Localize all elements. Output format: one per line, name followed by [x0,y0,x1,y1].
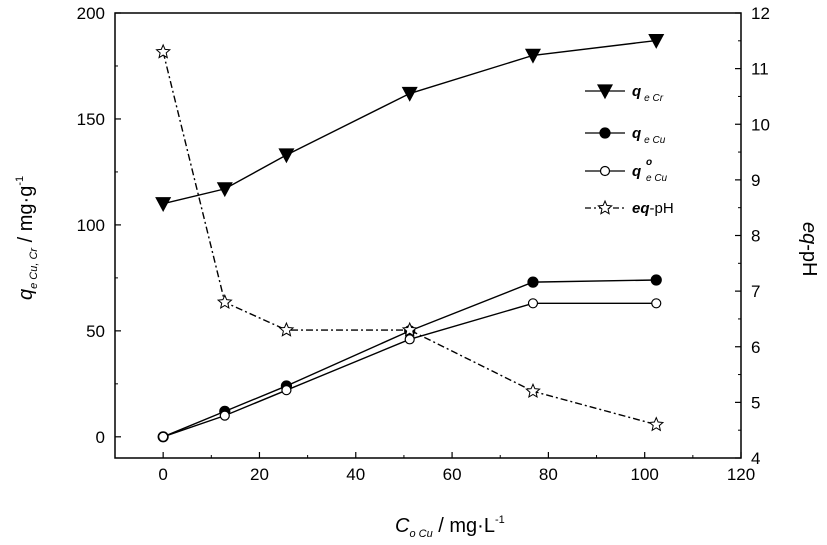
data-point-qeCr [216,182,233,198]
y-axis-left-title: qe Cu, Cr / mg·g-1 [14,176,40,300]
y-left-tick-label: 200 [77,4,105,23]
x-tick-label: 0 [158,465,167,484]
series-qeCr [155,33,665,212]
legend-marker [599,127,611,139]
data-point-qeCu [527,276,539,288]
legend-marker [597,199,613,215]
series-qoeCu [158,298,662,442]
data-point-eqpH [648,416,665,432]
data-point-eqpH [525,382,541,398]
y-right-tick-label: 5 [751,393,760,412]
legend-item-eqpH: eq-pH [585,199,674,217]
data-point-qoeCu [651,298,662,309]
x-axis: 0 20 40 60 80 100 120 [114,452,755,484]
data-point-eqpH [155,43,172,59]
x-tick-label: 40 [346,465,365,484]
legend-label: qo e Cu [632,157,668,184]
y-right-tick-label: 8 [751,227,760,246]
data-point-qeCr [648,33,665,49]
y-axis-left: 0 50 100 150 200 [77,4,121,447]
data-point-qoeCu [404,334,415,345]
data-point-qeCr [278,148,295,164]
legend-marker [599,165,611,177]
data-point-qeCr [524,48,541,64]
y-axis-right: 4 5 6 7 8 9 10 11 12 [735,4,770,468]
legend-label: eq-pH [632,200,674,217]
y-left-tick-label: 100 [77,216,105,235]
legend-item-qoeCu: qo e Cu [585,157,668,184]
x-tick-label: 120 [727,465,755,484]
data-point-eqpH [278,321,295,337]
plot-frame [114,12,742,459]
legend-marker [596,84,614,100]
data-point-qeCr [155,197,172,212]
series-line-qeCr [162,39,657,205]
x-tick-label: 80 [539,465,558,484]
y-right-tick-label: 4 [751,449,760,468]
series-line-qeCu [162,279,657,438]
data-point-eqpH [216,293,233,309]
y-right-tick-label: 9 [751,171,760,190]
data-point-qeCr [401,86,418,102]
series-qeCu [157,274,662,443]
series-line-qoeCu [162,302,657,438]
y-right-tick-label: 10 [751,115,770,134]
x-tick-label: 100 [631,465,659,484]
x-tick-label: 60 [443,465,462,484]
y-left-tick-label: 50 [86,322,105,341]
y-left-tick-label: 0 [96,428,105,447]
data-point-eqpH [401,321,418,337]
series-layer [155,33,665,443]
x-axis-title: Co Cu / mg·L-1 [395,514,505,540]
y-right-tick-label: 12 [751,4,770,23]
y-right-tick-label: 6 [751,338,760,357]
y-right-tick-label: 7 [751,282,760,301]
data-point-qoeCu [158,431,169,442]
y-left-tick-label: 150 [77,110,105,129]
data-point-qoeCu [281,385,292,396]
series-line-eqpH [162,51,657,426]
data-point-qoeCu [219,410,230,421]
y-axis-right-title: eq-pH [798,222,820,276]
data-point-qeCu [650,274,662,286]
series-eqpH [155,43,665,432]
x-tick-label: 20 [250,465,269,484]
data-point-qoeCu [527,298,539,309]
y-right-tick-label: 11 [751,60,769,79]
